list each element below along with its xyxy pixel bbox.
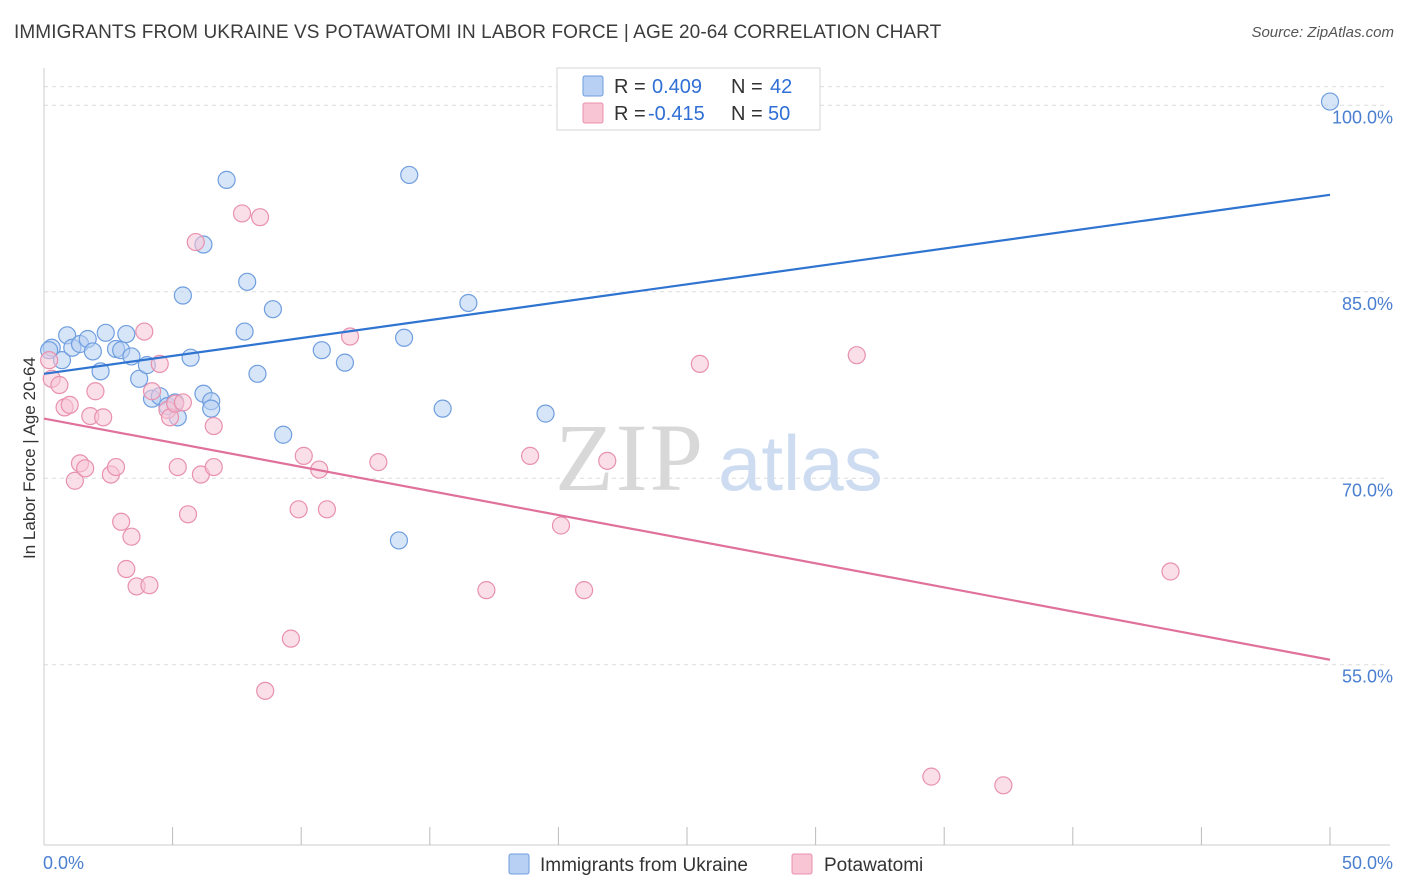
ukraine-point	[173, 286, 192, 305]
potawatomi-point	[521, 446, 540, 465]
ukraine-point	[217, 170, 236, 189]
potawatomi-point	[369, 452, 388, 472]
potawatomi-point	[1161, 562, 1180, 581]
potawatomi-point	[204, 416, 223, 436]
ukraine-point	[202, 399, 221, 418]
potawatomi-point	[65, 471, 84, 490]
potawatomi-point	[140, 576, 159, 595]
watermark-atlas: atlas	[718, 419, 883, 507]
legend-n-label-potawatomi: N =	[731, 103, 763, 125]
legend-n-label-ukraine: N =	[731, 76, 763, 98]
ukraine-point	[263, 300, 283, 319]
legend-swatch-potawatomi	[582, 102, 604, 124]
bottom-legend-label-potawatomi: Potawatomi	[824, 855, 923, 876]
series-potawatomi-points	[40, 204, 1180, 795]
bottom-legend-swatch-ukraine	[508, 853, 530, 875]
trend-lines	[43, 193, 1331, 661]
ukraine-trend-line	[43, 193, 1331, 375]
potawatomi-point	[281, 629, 301, 648]
potawatomi-point	[250, 208, 270, 227]
potawatomi-point	[477, 581, 496, 600]
legend-r-value-ukraine: 0.409	[652, 76, 702, 98]
x-tick-label-end: 50.0%	[1342, 853, 1393, 873]
chart-title: IMMIGRANTS FROM UKRAINE VS POTAWATOMI IN…	[14, 22, 942, 43]
potawatomi-point	[256, 681, 275, 700]
potawatomi-point	[317, 500, 337, 519]
ukraine-point	[1320, 92, 1340, 111]
watermark-zip: ZIP	[555, 404, 705, 511]
potawatomi-point	[575, 581, 594, 600]
ukraine-point	[400, 165, 419, 185]
bottom-legend-swatch-potawatomi	[791, 853, 813, 875]
potawatomi-point	[94, 408, 113, 427]
potawatomi-point	[122, 527, 141, 546]
axes	[43, 68, 1390, 846]
potawatomi-point	[598, 451, 617, 470]
potawatomi-point	[204, 457, 223, 477]
potawatomi-point	[117, 559, 136, 579]
potawatomi-point	[173, 393, 192, 412]
legend-n-value-potawatomi: 50	[768, 103, 790, 125]
potawatomi-point	[690, 354, 709, 373]
potawatomi-point	[135, 322, 154, 341]
potawatomi-point	[922, 767, 941, 786]
potawatomi-point	[847, 346, 866, 365]
ukraine-point	[83, 342, 102, 361]
ukraine-point	[536, 404, 555, 423]
legend-n-value-ukraine: 42	[770, 76, 792, 98]
legend-swatch-ukraine	[582, 75, 604, 97]
legend-r-label-potawatomi: R =	[614, 103, 646, 125]
ukraine-point	[459, 293, 478, 313]
potawatomi-point	[168, 457, 187, 477]
ukraine-point	[96, 323, 115, 342]
ukraine-point	[389, 531, 409, 550]
potawatomi-point	[551, 516, 571, 535]
ukraine-point	[335, 353, 355, 372]
ukraine-point	[235, 322, 254, 341]
legend-r-value-potawatomi: -0.415	[648, 103, 705, 125]
ukraine-point	[274, 425, 293, 444]
potawatomi-point	[150, 354, 169, 373]
ukraine-point	[312, 341, 331, 360]
potawatomi-point	[294, 446, 313, 465]
legend-box: R = 0.409 N = 42 R = -0.415 N = 50	[556, 67, 821, 131]
watermark: ZIP atlas	[555, 404, 883, 511]
ukraine-point	[433, 399, 452, 418]
potawatomi-point	[112, 512, 131, 531]
legend-r-label-ukraine: R =	[614, 76, 646, 98]
x-tick-label-start: 0.0%	[43, 853, 84, 873]
potawatomi-point	[289, 500, 308, 519]
ukraine-point	[394, 328, 414, 347]
y-tick-label: 85.0%	[1342, 294, 1393, 314]
potawatomi-point	[76, 459, 95, 478]
y-tick-label: 100.0%	[1332, 107, 1393, 127]
bottom-legend-label-ukraine: Immigrants from Ukraine	[540, 855, 748, 876]
bottom-legend: Immigrants from Ukraine Potawatomi	[508, 853, 923, 876]
y-tick-label: 70.0%	[1342, 480, 1393, 500]
y-tick-labels: 55.0% 70.0% 85.0% 100.0%	[1332, 107, 1393, 686]
potawatomi-point	[86, 382, 105, 401]
potawatomi-point	[60, 395, 79, 415]
potawatomi-point	[142, 382, 162, 401]
ukraine-point	[117, 324, 136, 344]
y-tick-label: 55.0%	[1342, 667, 1393, 687]
potawatomi-point	[106, 457, 126, 477]
ukraine-point	[248, 364, 267, 383]
potawatomi-point	[40, 351, 59, 370]
potawatomi-point	[186, 232, 205, 252]
potawatomi-point	[232, 204, 252, 223]
y-axis-label: In Labor Force | Age 20-64	[20, 357, 39, 559]
ukraine-point	[238, 272, 257, 291]
potawatomi-point	[50, 375, 69, 395]
source-credit: Source: ZipAtlas.com	[1251, 24, 1394, 41]
potawatomi-point	[994, 776, 1013, 795]
gridlines	[44, 86, 1388, 666]
potawatomi-point	[178, 505, 198, 524]
ukraine-point	[130, 369, 149, 388]
potawatomi-trend-line	[43, 417, 1331, 661]
